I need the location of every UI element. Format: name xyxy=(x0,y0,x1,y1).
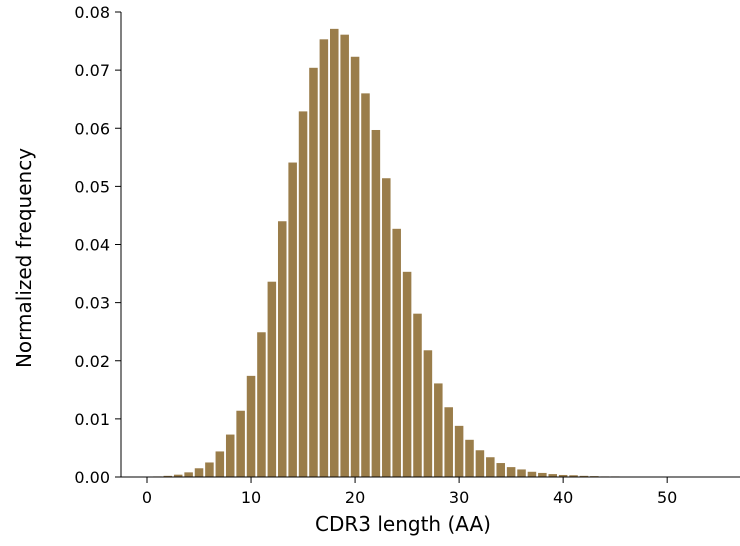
y-tick-label: 0.05 xyxy=(74,177,110,196)
bar-33 xyxy=(486,457,495,477)
x-tick-label: 40 xyxy=(553,488,573,507)
x-tick-label: 10 xyxy=(241,488,261,507)
bar-26 xyxy=(413,314,422,477)
y-ticks-layer: 0.00 0.01 0.02 0.03 0.04 0.05 0.06 0.07 0.08 xyxy=(74,3,121,487)
bar-29 xyxy=(444,407,453,477)
y-tick-label: 0.03 xyxy=(74,294,110,313)
bar-22 xyxy=(372,130,381,477)
bar-28 xyxy=(434,383,443,477)
y-tick-label: 0.01 xyxy=(74,410,110,429)
bar-15 xyxy=(299,111,308,477)
bar-5 xyxy=(195,468,204,477)
y-tick-label: 0.02 xyxy=(74,352,110,371)
bar-19 xyxy=(340,35,349,477)
x-tick-label: 30 xyxy=(449,488,469,507)
bar-6 xyxy=(205,462,214,477)
x-tick-label: 50 xyxy=(657,488,677,507)
y-tick-label: 0.06 xyxy=(74,119,110,138)
bar-8 xyxy=(226,435,235,477)
x-tick-label: 0 xyxy=(142,488,152,507)
bar-9 xyxy=(236,411,245,477)
bar-16 xyxy=(309,68,318,477)
bar-20 xyxy=(351,57,360,477)
y-tick-label: 0.07 xyxy=(74,61,110,80)
bar-35 xyxy=(507,467,516,477)
x-tick-label: 20 xyxy=(345,488,365,507)
bar-38 xyxy=(538,473,547,477)
x-axis-label: CDR3 length (AA) xyxy=(315,512,491,536)
bar-18 xyxy=(330,29,339,477)
x-ticks-layer: 0 10 20 30 40 50 xyxy=(142,477,677,507)
bar-30 xyxy=(455,426,464,477)
bar-31 xyxy=(465,440,474,477)
bar-37 xyxy=(528,472,537,477)
bar-14 xyxy=(288,163,297,477)
bar-10 xyxy=(247,376,256,477)
y-tick-label: 0.00 xyxy=(74,468,110,487)
bar-27 xyxy=(424,350,433,477)
bar-4 xyxy=(184,472,193,477)
y-tick-label: 0.04 xyxy=(74,236,110,255)
bar-32 xyxy=(476,450,485,477)
bar-24 xyxy=(392,229,401,477)
bar-34 xyxy=(496,463,505,477)
bar-17 xyxy=(320,39,329,477)
bar-11 xyxy=(257,332,266,477)
bar-21 xyxy=(361,93,370,477)
bar-7 xyxy=(216,451,225,477)
bar-12 xyxy=(268,282,277,477)
bars-layer xyxy=(143,29,724,477)
bar-25 xyxy=(403,272,412,477)
bar-36 xyxy=(517,469,526,477)
bar-23 xyxy=(382,178,391,477)
y-tick-label: 0.08 xyxy=(74,3,110,22)
bar-13 xyxy=(278,221,287,477)
y-axis-label: Normalized frequency xyxy=(12,148,36,368)
